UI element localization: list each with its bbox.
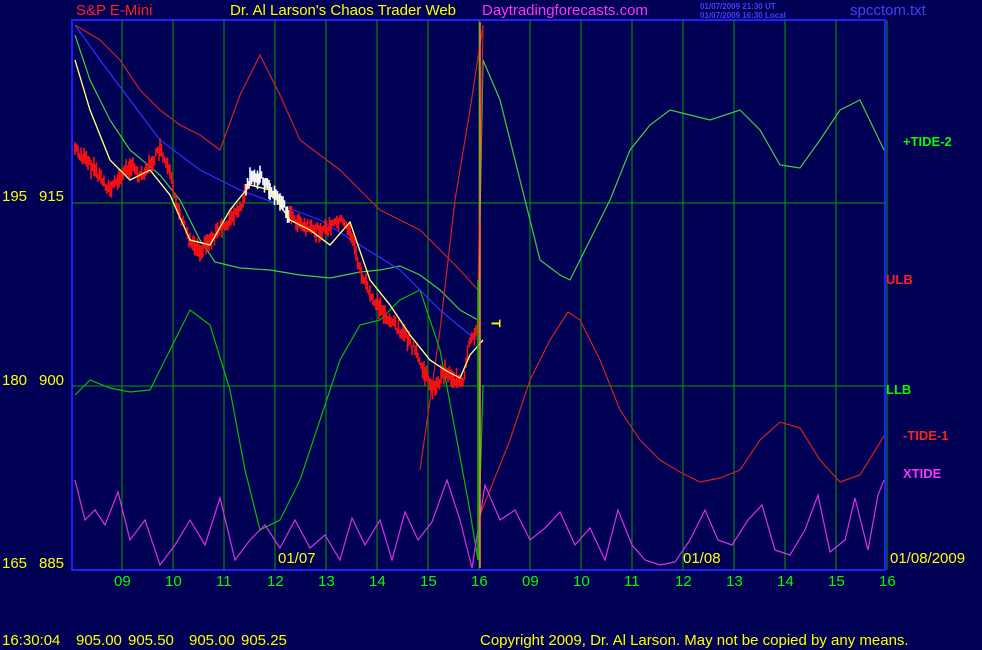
series-ulb — [74, 24, 484, 292]
label-llb: LLB — [886, 382, 912, 397]
t-marker: T — [488, 319, 504, 328]
series-yellow-avg-overlay — [74, 59, 484, 379]
series--tide-2 — [74, 34, 885, 322]
status-time: 16:30:04 — [2, 632, 61, 649]
series-llb — [74, 289, 484, 561]
status-low: 905.00 — [189, 632, 235, 649]
x-tick-label: 15 — [828, 573, 845, 590]
x-tick-label: 11 — [624, 573, 640, 590]
y-left-label-3: 165 — [2, 555, 28, 572]
series-ulb-fc — [419, 24, 484, 471]
x-tick-label: 16 — [471, 573, 488, 590]
x-tick-label: 14 — [369, 573, 386, 590]
status-high: 905.50 — [128, 632, 174, 649]
y-left-label-2: 180 — [2, 372, 28, 389]
timestamp-local: 01/07/2009 16:30 Local — [700, 11, 786, 20]
x-tick-label: 10 — [573, 573, 590, 590]
y-price-label-2: 900 — [39, 372, 65, 389]
x-tick-label: 10 — [165, 573, 182, 590]
x-tick-label: 11 — [216, 573, 232, 590]
price-bars — [74, 59, 484, 400]
timestamp-ut: 01/07/2009 21:30 UT — [700, 2, 776, 11]
x-tick-label: 09 — [522, 573, 539, 590]
date-label-3: 01/08/2009 — [890, 550, 966, 567]
y-price-label-3: 885 — [39, 555, 65, 572]
x-tick-label: 09 — [114, 573, 131, 590]
x-tick-label: 12 — [267, 573, 284, 590]
label-tide2: +TIDE-2 — [903, 134, 952, 149]
status-open: 905.00 — [76, 632, 122, 649]
date-label-1: 01/07 — [278, 550, 316, 567]
x-tick-label: 14 — [777, 573, 794, 590]
x-tick-label: 12 — [675, 573, 692, 590]
y-left-label-1: 195 — [2, 188, 28, 205]
site-label: Daytradingforecasts.com — [482, 2, 648, 19]
x-tick-label: 16 — [879, 573, 896, 590]
y-price-label-1: 915 — [39, 188, 65, 205]
x-tick-label: 13 — [726, 573, 743, 590]
app-title: Dr. Al Larson's Chaos Trader Web — [230, 2, 457, 19]
status-close: 905.25 — [241, 632, 287, 649]
label-ulb: ULB — [886, 272, 913, 287]
x-tick-label: 13 — [318, 573, 335, 590]
copyright: Copyright 2009, Dr. Al Larson. May not b… — [480, 632, 909, 649]
label-xtide: XTIDE — [903, 466, 942, 481]
symbol-label: S&P E-Mini — [76, 2, 153, 19]
date-label-2: 01/08 — [683, 550, 721, 567]
label-tide1: -TIDE-1 — [903, 428, 949, 443]
file-label: spcctom.txt — [850, 2, 926, 19]
series--tide-1 — [477, 311, 885, 521]
x-tick-label: 15 — [420, 573, 437, 590]
